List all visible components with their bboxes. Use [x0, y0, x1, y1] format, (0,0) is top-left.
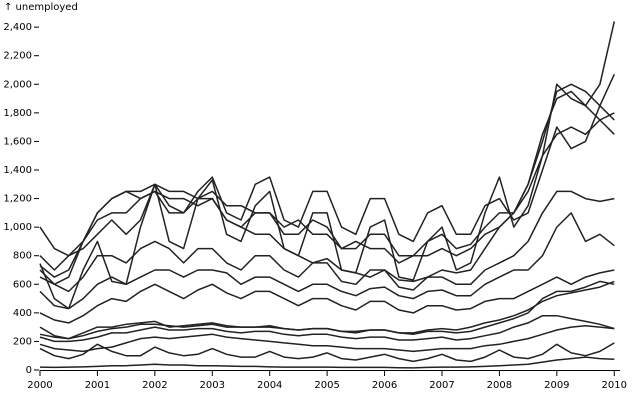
y-tick-label: 800 [13, 251, 32, 262]
series-line [39, 280, 615, 340]
series-line [39, 269, 615, 324]
x-tick-label: 2004 [257, 380, 282, 391]
series-line [39, 342, 615, 363]
x-tick-label: 2001 [85, 380, 110, 391]
x-tick-label: 2009 [544, 380, 569, 391]
series-line [39, 212, 615, 310]
series-line [39, 21, 616, 310]
x-tick-label: 2000 [27, 380, 52, 391]
y-tick-label: 1,800 [3, 108, 32, 119]
x-tick-label: 2007 [429, 380, 454, 391]
x-tick-label: 2002 [142, 380, 167, 391]
x-tick-label: 2006 [372, 380, 397, 391]
y-tick-label: 1,400 [3, 165, 32, 176]
x-tick-label: 2005 [314, 380, 339, 391]
series-line [39, 324, 615, 353]
series-line [39, 112, 615, 257]
series-line [39, 356, 615, 369]
y-tick-label: 2,200 [3, 51, 32, 62]
y-tick-label: 1,200 [3, 194, 32, 205]
y-axis-label: ↑ unemployed [4, 2, 78, 13]
series-line [39, 73, 615, 271]
y-tick-label: 200 [13, 336, 32, 347]
series-line [39, 314, 615, 343]
y-tick-label: 2,000 [3, 79, 32, 90]
series-line [39, 190, 615, 293]
x-tick-label: 2008 [487, 380, 512, 391]
series-line [39, 90, 615, 286]
y-tick-label: 600 [13, 279, 32, 290]
y-tick-label: 0 [26, 365, 32, 376]
y-tick-label: 400 [13, 308, 32, 319]
x-tick-label: 2003 [200, 380, 225, 391]
y-tick-label: 2,400 [3, 22, 32, 33]
y-tick-label: 1,000 [3, 222, 32, 233]
x-tick-label: 2010 [602, 380, 627, 391]
y-tick-label: 1,600 [3, 136, 32, 147]
